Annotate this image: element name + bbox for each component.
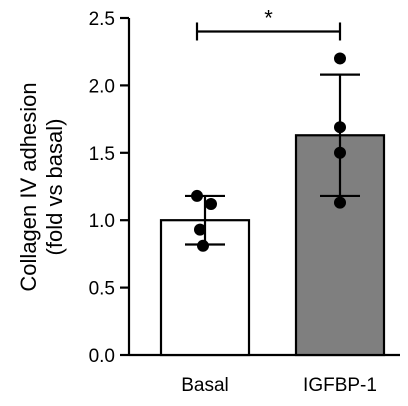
data-point	[334, 146, 346, 159]
significance-bracket: *	[195, 5, 342, 41]
y-tick-label: 0.0	[89, 346, 115, 367]
x-tick-labels: Basal IGFBP-1	[181, 375, 377, 396]
y-tick-label: 0.5	[89, 279, 115, 300]
x-tick-label: Basal	[181, 375, 229, 396]
data-point	[191, 189, 203, 202]
y-tick-label: 2.0	[89, 76, 115, 97]
data-point	[334, 121, 346, 134]
data-point	[197, 239, 209, 252]
data-point	[334, 52, 346, 65]
data-point	[334, 196, 346, 209]
data-point	[205, 198, 217, 211]
significance-label: *	[264, 5, 273, 30]
y-axis-label: Collagen IV adhesion (fold vs basal)	[16, 82, 67, 291]
y-axis-label-line2: (fold vs basal)	[42, 119, 67, 256]
y-tick-label: 1.0	[89, 211, 115, 232]
y-tick-label: 1.5	[89, 144, 115, 165]
y-ticks: 0.0 0.5 1.0 1.5 2.0 2.5	[89, 9, 129, 367]
y-tick-label: 2.5	[89, 9, 115, 30]
y-axis-label-line1: Collagen IV adhesion	[16, 82, 41, 291]
data-point	[194, 223, 206, 236]
data-points	[191, 52, 346, 252]
x-tick-label: IGFBP-1	[303, 375, 377, 396]
